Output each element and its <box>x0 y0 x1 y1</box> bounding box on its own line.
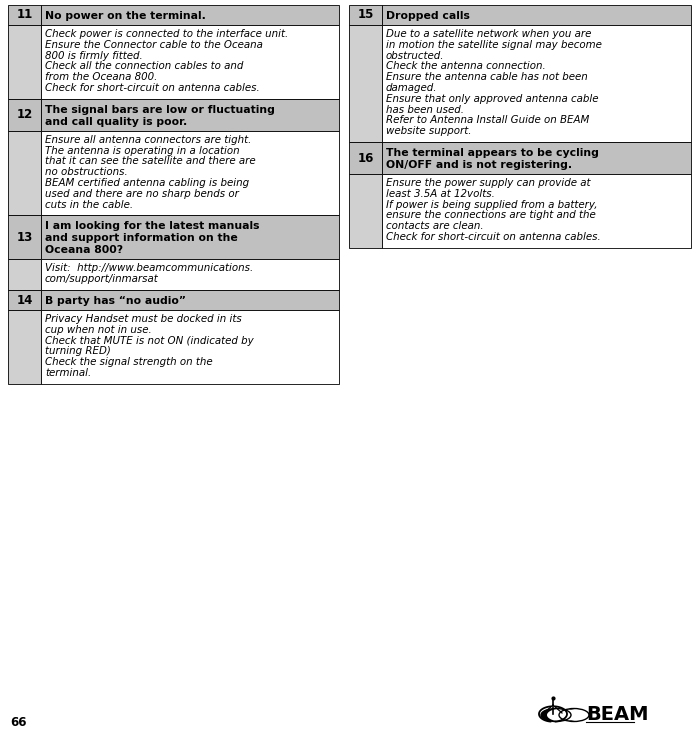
Text: com/support/inmarsat: com/support/inmarsat <box>45 275 159 284</box>
Bar <box>349 25 382 142</box>
Text: 13: 13 <box>16 231 33 244</box>
Bar <box>41 131 339 215</box>
Text: from the Oceana 800.: from the Oceana 800. <box>45 72 157 82</box>
Text: damaged.: damaged. <box>386 83 438 93</box>
Text: and call quality is poor.: and call quality is poor. <box>45 116 187 127</box>
Ellipse shape <box>559 709 589 721</box>
Text: 800 is firmly fitted.: 800 is firmly fitted. <box>45 50 143 61</box>
Text: Refer to Antenna Install Guide on BEAM: Refer to Antenna Install Guide on BEAM <box>386 116 589 125</box>
Bar <box>8 310 41 384</box>
Text: If power is being supplied from a battery,: If power is being supplied from a batter… <box>386 200 598 209</box>
Bar <box>41 310 339 384</box>
Bar <box>41 260 339 290</box>
Text: turning RED): turning RED) <box>45 347 111 356</box>
Text: contacts are clean.: contacts are clean. <box>386 221 484 232</box>
Bar <box>8 5 41 25</box>
Text: no obstructions.: no obstructions. <box>45 167 128 177</box>
Bar <box>8 131 41 215</box>
Text: The signal bars are low or fluctuating: The signal bars are low or fluctuating <box>45 105 275 114</box>
Ellipse shape <box>565 709 595 721</box>
Text: Check all the connection cables to and: Check all the connection cables to and <box>45 62 243 71</box>
Text: Check power is connected to the interface unit.: Check power is connected to the interfac… <box>45 29 288 39</box>
Bar <box>8 260 41 290</box>
Bar <box>382 5 691 25</box>
Ellipse shape <box>541 709 571 721</box>
Text: Ensure that only approved antenna cable: Ensure that only approved antenna cable <box>386 93 598 104</box>
Text: 16: 16 <box>357 151 374 165</box>
Text: Check that MUTE is not ON (indicated by: Check that MUTE is not ON (indicated by <box>45 335 254 346</box>
Text: 66: 66 <box>10 715 27 729</box>
Text: Due to a satellite network when you are: Due to a satellite network when you are <box>386 29 591 39</box>
Text: Ensure all antenna connectors are tight.: Ensure all antenna connectors are tight. <box>45 135 252 145</box>
Bar <box>41 215 339 260</box>
Bar <box>41 290 339 310</box>
Bar <box>349 5 382 25</box>
Bar <box>8 25 41 99</box>
Text: cuts in the cable.: cuts in the cable. <box>45 200 133 209</box>
Text: in motion the satellite signal may become: in motion the satellite signal may becom… <box>386 40 602 50</box>
Bar <box>382 25 691 142</box>
Text: that it can see the satellite and there are: that it can see the satellite and there … <box>45 157 256 166</box>
Bar <box>41 5 339 25</box>
Text: 12: 12 <box>16 108 33 121</box>
Text: least 3.5A at 12volts.: least 3.5A at 12volts. <box>386 188 495 199</box>
Text: 15: 15 <box>357 8 374 22</box>
Text: ensure the connections are tight and the: ensure the connections are tight and the <box>386 211 596 220</box>
Text: Visit:  http://www.beamcommunications.: Visit: http://www.beamcommunications. <box>45 263 253 273</box>
Ellipse shape <box>547 709 577 721</box>
Text: cup when not in use.: cup when not in use. <box>45 325 152 335</box>
Bar <box>349 174 382 248</box>
Text: used and there are no sharp bends or: used and there are no sharp bends or <box>45 188 239 199</box>
Text: Ensure the power supply can provide at: Ensure the power supply can provide at <box>386 178 591 188</box>
Text: Check for short-circuit on antenna cables.: Check for short-circuit on antenna cable… <box>45 83 260 93</box>
Text: Ensure the Connector cable to the Oceana: Ensure the Connector cable to the Oceana <box>45 40 263 50</box>
Text: Check the antenna connection.: Check the antenna connection. <box>386 62 546 71</box>
Bar <box>8 215 41 260</box>
Text: The antenna is operating in a location: The antenna is operating in a location <box>45 145 240 156</box>
Text: Dropped calls: Dropped calls <box>386 11 470 21</box>
Text: ON/OFF and is not registering.: ON/OFF and is not registering. <box>386 160 572 170</box>
Bar <box>41 99 339 131</box>
Text: Privacy Handset must be docked in its: Privacy Handset must be docked in its <box>45 314 242 324</box>
Text: BEAM certified antenna cabling is being: BEAM certified antenna cabling is being <box>45 178 249 188</box>
Text: Check for short-circuit on antenna cables.: Check for short-circuit on antenna cable… <box>386 232 600 242</box>
Text: Ensure the antenna cable has not been: Ensure the antenna cable has not been <box>386 72 588 82</box>
Text: Check the signal strength on the: Check the signal strength on the <box>45 357 212 367</box>
Text: obstructed.: obstructed. <box>386 50 445 61</box>
Bar <box>8 99 41 131</box>
Text: B party has “no audio”: B party has “no audio” <box>45 296 186 306</box>
Text: BEAM: BEAM <box>586 704 649 723</box>
Text: Oceana 800?: Oceana 800? <box>45 245 123 255</box>
Text: 14: 14 <box>16 294 33 306</box>
Bar <box>8 290 41 310</box>
Text: The terminal appears to be cycling: The terminal appears to be cycling <box>386 148 599 158</box>
Text: 11: 11 <box>16 8 33 22</box>
Text: No power on the terminal.: No power on the terminal. <box>45 11 206 21</box>
Bar <box>349 142 382 174</box>
Text: has been used.: has been used. <box>386 105 464 114</box>
Text: website support.: website support. <box>386 126 472 137</box>
Bar <box>382 174 691 248</box>
Bar <box>41 25 339 99</box>
Text: and support information on the: and support information on the <box>45 233 238 243</box>
Bar <box>382 142 691 174</box>
Text: I am looking for the latest manuals: I am looking for the latest manuals <box>45 221 259 232</box>
Text: terminal.: terminal. <box>45 368 92 378</box>
